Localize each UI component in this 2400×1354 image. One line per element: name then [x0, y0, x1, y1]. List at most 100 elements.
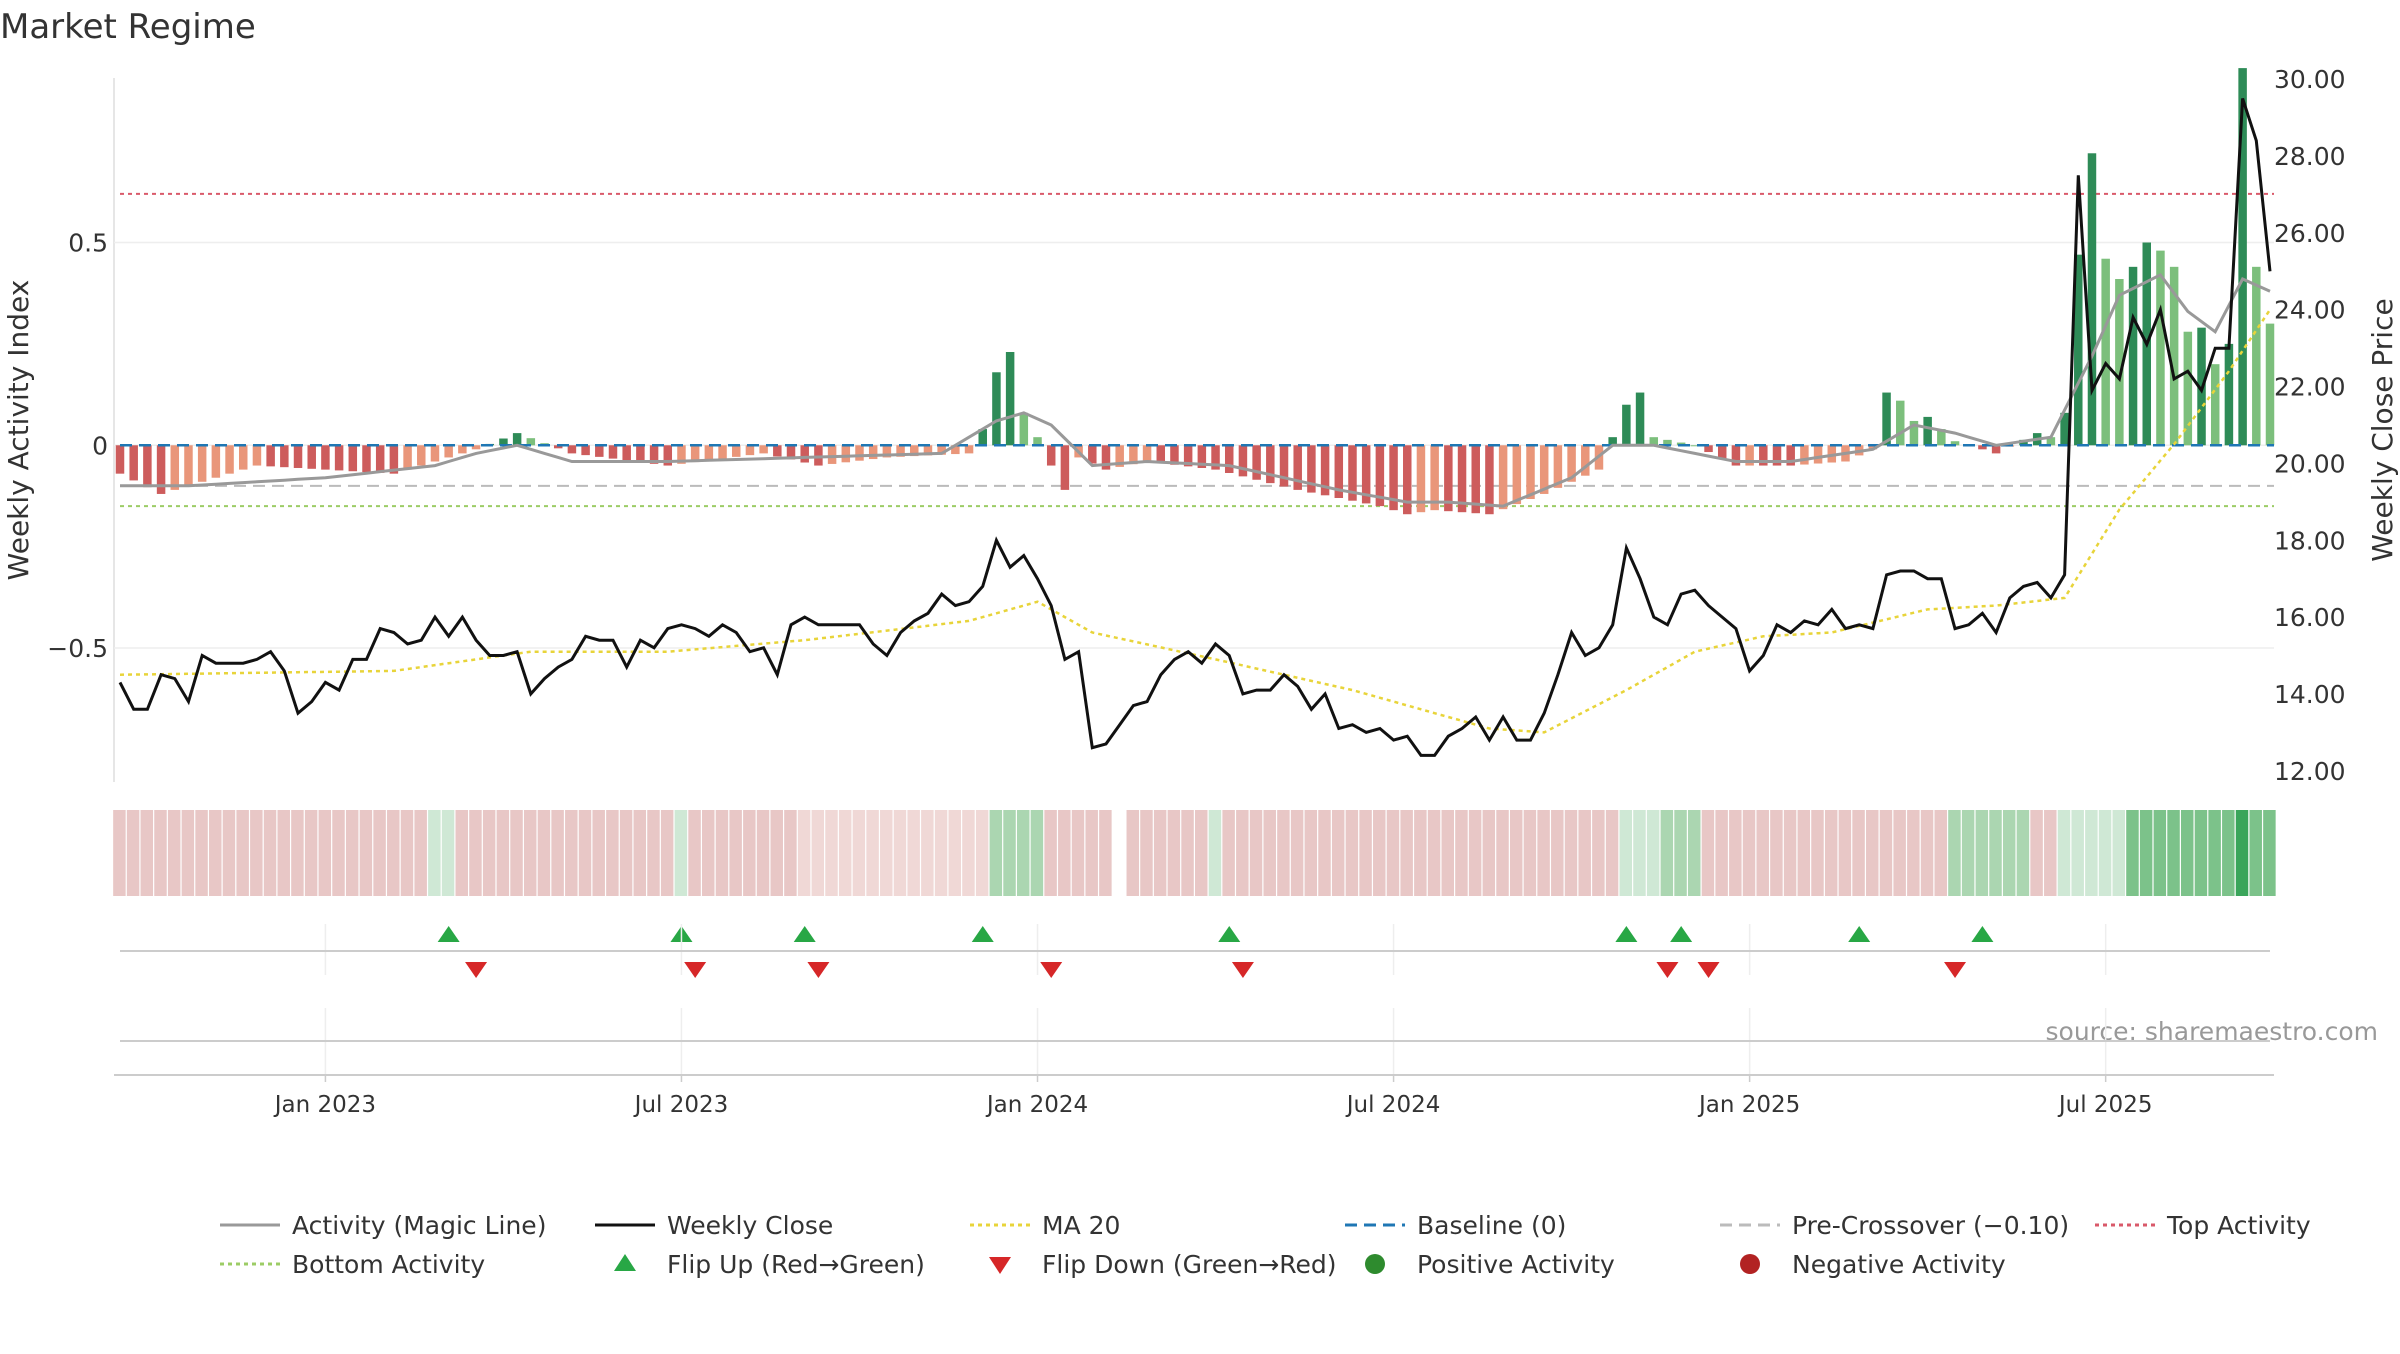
y-right-tick-label: 18.00 [2274, 526, 2346, 555]
activity-bar [170, 445, 180, 490]
regime-cell [880, 810, 893, 896]
regime-cell [510, 810, 523, 896]
activity-bar [403, 445, 412, 470]
legend-label: Top Activity [2166, 1211, 2311, 1240]
regime-cell [893, 810, 907, 896]
activity-bar [841, 445, 851, 463]
activity-bar [280, 445, 289, 468]
regime-cell [551, 810, 564, 896]
activity-bar [1129, 445, 1138, 465]
legend-label: Negative Activity [1792, 1250, 2006, 1279]
activity-bar [2265, 323, 2275, 446]
activity-bar [1608, 437, 1617, 446]
activity-bar [1005, 352, 1015, 446]
regime-cell [469, 810, 482, 896]
activity-bar [896, 445, 905, 457]
regime-cell [2126, 810, 2139, 896]
flip-up-marker [793, 926, 816, 942]
regime-cell [387, 810, 400, 896]
regime-cell [263, 810, 277, 896]
flip-up-marker [1971, 926, 1994, 942]
regime-cell [332, 810, 345, 896]
activity-bar [1772, 445, 1782, 466]
x-tick-label: Jul 2025 [2057, 1092, 2153, 1118]
activity-bar [855, 445, 864, 461]
activity-bar [718, 445, 727, 459]
activity-bar [1553, 445, 1563, 488]
activity-bar [348, 445, 358, 472]
regime-cell [907, 810, 920, 896]
activity-bar [910, 445, 919, 457]
activity-bar [1334, 445, 1344, 498]
regime-cell [1195, 810, 1208, 896]
activity-bar [636, 445, 645, 463]
regime-cell [1811, 810, 1824, 896]
regime-cell [1920, 810, 1934, 896]
activity-bar [293, 445, 303, 468]
activity-bar [1033, 437, 1042, 446]
regime-cell [797, 810, 811, 896]
regime-cell [743, 810, 756, 896]
activity-bar [512, 433, 522, 446]
activity-bar [526, 438, 536, 446]
regime-cell [1893, 810, 1906, 896]
regime-cell [1441, 810, 1454, 896]
regime-cell [1400, 810, 1413, 896]
activity-bar [1759, 445, 1768, 466]
regime-cell [1838, 810, 1852, 896]
activity-bar [1101, 445, 1111, 470]
regime-cell [277, 810, 290, 896]
regime-cell [1633, 810, 1646, 896]
activity-bar [1950, 441, 1960, 446]
regime-cell [1277, 810, 1290, 896]
flip-up-marker [971, 926, 994, 942]
regime-cell [537, 810, 551, 896]
activity-bar [211, 445, 221, 478]
y-right-tick-label: 24.00 [2274, 296, 2346, 325]
activity-bar [1526, 445, 1535, 500]
regime-cell [565, 810, 578, 896]
regime-cell [1948, 810, 1961, 896]
regime-cell [1331, 810, 1345, 896]
activity-bar [1923, 416, 1932, 446]
activity-bar [1416, 445, 1426, 513]
activity-bar [389, 445, 399, 474]
legend-label: Bottom Activity [292, 1250, 485, 1279]
y-left-tick-label: 0 [92, 431, 108, 460]
regime-cell [1496, 810, 1509, 896]
legend: Activity (Magic Line) Weekly Close MA 20 Ba… [220, 1211, 2311, 1279]
flip-up-marker [1218, 926, 1241, 942]
activity-bar [786, 445, 796, 460]
left-axis-label: Weekly Activity Index [2, 280, 35, 581]
activity-bar [499, 438, 508, 446]
activity-bar [2252, 266, 2261, 446]
activity-bar [800, 445, 809, 463]
activity-bar [1307, 445, 1316, 493]
activity-bar [882, 445, 892, 458]
regime-cell [660, 810, 674, 896]
activity-bar [1389, 445, 1398, 511]
regime-cell [455, 810, 469, 896]
regime-cell [1975, 810, 1989, 896]
activity-bar [649, 445, 659, 464]
regime-cell [1674, 810, 1687, 896]
activity-bar [362, 445, 371, 473]
activity-bar [239, 445, 248, 470]
regime-cell [209, 810, 222, 896]
regime-cell [1030, 810, 1044, 896]
regime-cell [318, 810, 332, 896]
regime-cell [825, 810, 838, 896]
activity-bar [1991, 445, 2001, 454]
regime-cell [1290, 810, 1304, 896]
legend-swatch [989, 1257, 1011, 1274]
regime-cell [373, 810, 386, 896]
y-right-tick-label: 28.00 [2274, 142, 2346, 171]
regime-cell [414, 810, 427, 896]
regime-cell [2002, 810, 2016, 896]
activity-bar [266, 445, 275, 467]
activity-bar [471, 445, 481, 450]
regime-cell [2167, 810, 2180, 896]
activity-bar [731, 445, 741, 457]
activity-bar [567, 445, 577, 454]
regime-cell [1660, 810, 1674, 896]
